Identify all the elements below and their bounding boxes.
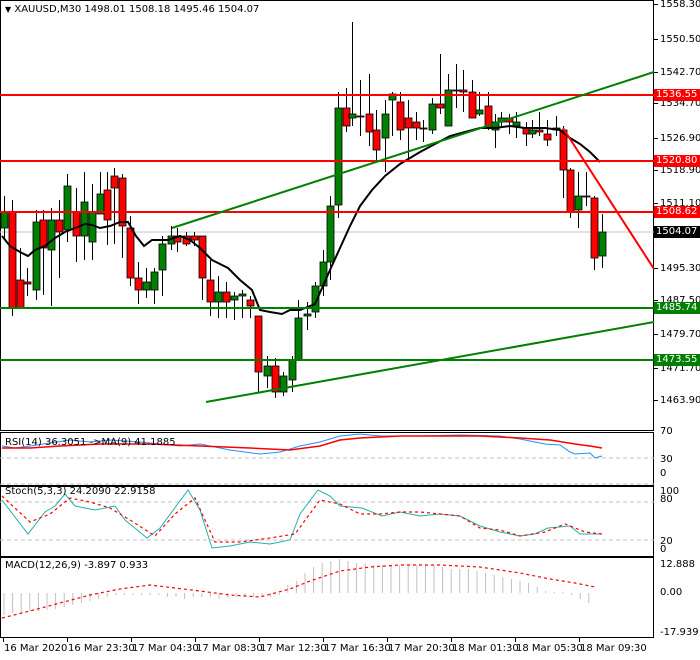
price-level-tag: 1485.74 [654, 302, 700, 314]
time-label: 17 Mar 12:30 [260, 643, 327, 654]
rsi-panel [0, 432, 654, 486]
time-label: 16 Mar 23:30 [68, 643, 135, 654]
macd-panel [0, 557, 654, 638]
price-tick: 1534.70 [660, 98, 700, 109]
price-tick: 1558.30 [660, 0, 700, 10]
time-label: 17 Mar 16:30 [324, 643, 391, 654]
price-level-tag: 1536.55 [654, 89, 700, 101]
symbol-header: ▼ XAUUSD,M30 1498.01 1508.18 1495.46 150… [5, 4, 260, 15]
price-tick: 1479.70 [660, 329, 700, 340]
price-level-tag: 1508.62 [654, 206, 700, 218]
time-label: 17 Mar 20:30 [388, 643, 455, 654]
time-label: 17 Mar 08:30 [196, 643, 263, 654]
price-tick: 1463.90 [660, 395, 700, 406]
macd-label: MACD(12,26,9) -3.897 0.933 [5, 560, 149, 571]
time-label: 16 Mar 2020 [4, 643, 68, 654]
price-tick: 1518.90 [660, 165, 700, 176]
price-tick: 1542.70 [660, 67, 700, 78]
stochastic-axis: 100 80 20 0 [660, 486, 680, 555]
macd-axis: 12.888 0.00 -17.939 [660, 559, 699, 638]
stochastic-panel [0, 486, 654, 557]
candlestick-chart [0, 22, 654, 403]
price-tick: 1495.30 [660, 263, 700, 274]
rsi-label: RSI(14) 36.3051 ->MA(9) 41.1885 [5, 437, 176, 448]
time-label: 18 Mar 01:30 [452, 643, 519, 654]
rsi-axis: 70 30 0 [660, 426, 673, 479]
price-level-tag: 1520.80 [654, 155, 700, 167]
price-axis: 1558.30 1550.50 1542.70 1534.70 1526.90 1518.… [654, 0, 700, 431]
dropdown-triangle-icon[interactable]: ▼ [5, 5, 12, 14]
price-tick: 1526.90 [660, 133, 700, 144]
time-label: 17 Mar 04:30 [132, 643, 199, 654]
price-level-tag: 1504.07 [654, 226, 700, 238]
stochastic-label: Stoch(5,3,3) 24.2090 22.9158 [5, 486, 156, 497]
price-tick: 1471.70 [660, 363, 700, 374]
price-tick: 1511.10 [660, 198, 700, 209]
time-label: 18 Mar 05:30 [516, 643, 583, 654]
price-tick: 1550.50 [660, 34, 700, 45]
price-level-tag: 1473.55 [654, 354, 700, 366]
rsi-chart [0, 433, 654, 485]
macd-chart [1, 559, 596, 619]
stochastic-chart [0, 489, 654, 549]
time-label: 18 Mar 09:30 [580, 643, 647, 654]
price-tick: 1487.50 [660, 295, 700, 306]
